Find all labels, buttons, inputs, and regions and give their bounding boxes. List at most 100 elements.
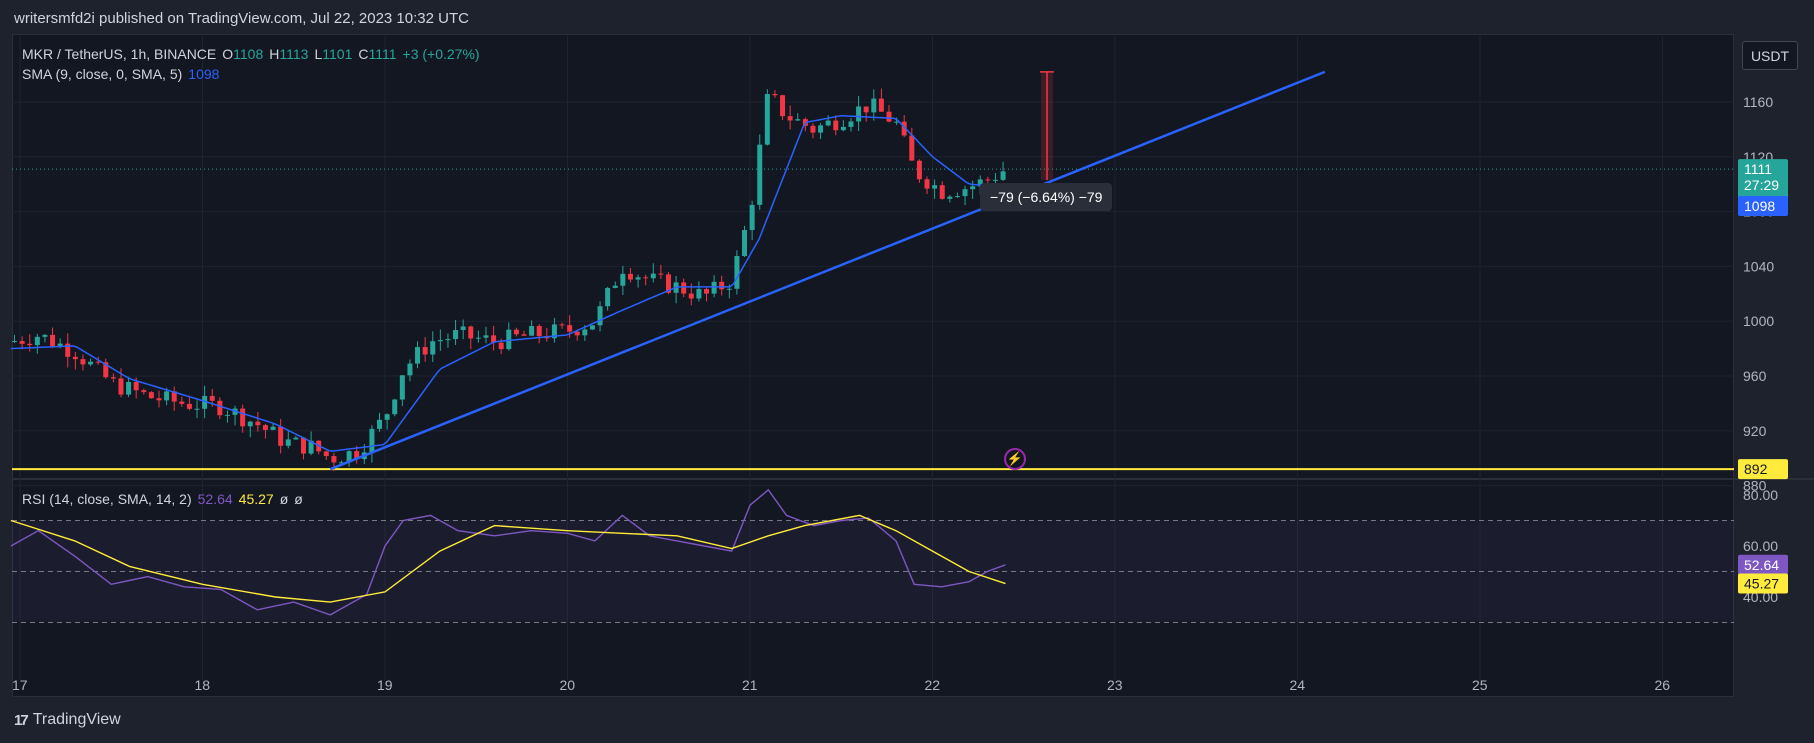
candle-body bbox=[202, 395, 208, 409]
change-value: +3 (+0.27%) bbox=[402, 46, 480, 62]
candle-body bbox=[567, 325, 573, 332]
candle-body bbox=[80, 359, 86, 365]
currency-button[interactable]: USDT bbox=[1742, 41, 1798, 70]
chart-area[interactable] bbox=[12, 34, 1734, 697]
candle-body bbox=[19, 341, 25, 344]
sma-legend[interactable]: SMA (9, close, 0, SMA, 5) 1098 bbox=[22, 66, 225, 82]
candle-body bbox=[954, 196, 960, 198]
candle-body bbox=[392, 399, 398, 415]
candle-body bbox=[810, 125, 816, 133]
flash-icon[interactable]: ⚡ bbox=[1004, 448, 1026, 470]
rsi-sma-badge-bg bbox=[1738, 573, 1788, 594]
symbol-legend[interactable]: MKR / TetherUS, 1h, BINANCE O1108 H1113 L11… bbox=[22, 46, 486, 62]
trendline bbox=[329, 70, 1326, 471]
candle-body bbox=[95, 361, 101, 363]
candle-body bbox=[354, 451, 360, 460]
candle-body bbox=[536, 326, 542, 337]
open-label: O bbox=[222, 46, 234, 62]
candle-body bbox=[878, 98, 884, 112]
candle-body bbox=[468, 326, 474, 339]
candle-body bbox=[977, 179, 983, 187]
candle-body bbox=[521, 334, 527, 336]
candle-body bbox=[916, 160, 922, 180]
candle-body bbox=[262, 425, 268, 430]
candle-body bbox=[27, 343, 33, 346]
candle-body bbox=[962, 189, 968, 197]
price-axis-tick-label: 880 bbox=[1743, 478, 1767, 494]
candle-body bbox=[764, 93, 770, 145]
candle-body bbox=[483, 335, 489, 338]
candle-body bbox=[513, 329, 519, 335]
rsi-value-badge-text: 52.64 bbox=[1744, 557, 1779, 573]
rsi-na-1: ø bbox=[279, 491, 289, 507]
candle-body bbox=[970, 186, 976, 190]
x-axis-tick-label: 21 bbox=[742, 677, 758, 693]
candle-body bbox=[650, 273, 656, 279]
candle-body bbox=[133, 381, 139, 391]
measure-label: −79 (−6.64%) −79 bbox=[980, 183, 1113, 211]
rsi-na-2: ø bbox=[294, 491, 303, 507]
candle-body bbox=[323, 451, 329, 457]
candle-body bbox=[224, 414, 230, 416]
candle-body bbox=[103, 362, 109, 378]
candle-body bbox=[856, 106, 862, 122]
rsi-legend[interactable]: RSI (14, close, SMA, 14, 2) 52.64 45.27 ø ø bbox=[22, 491, 309, 507]
candle-body bbox=[194, 408, 200, 410]
high-value: 1113 bbox=[279, 46, 309, 62]
candle-body bbox=[285, 439, 291, 446]
x-axis-tick-label: 22 bbox=[925, 677, 941, 693]
open-value: 1108 bbox=[233, 46, 264, 62]
candle-body bbox=[491, 335, 497, 343]
candle-body bbox=[88, 361, 94, 365]
candle-body bbox=[688, 293, 694, 299]
candle-body bbox=[498, 342, 504, 350]
price-axis-tick-label: 960 bbox=[1743, 368, 1767, 384]
last-price-badge-text: 1111 bbox=[1744, 161, 1772, 177]
rsi-label: RSI (14, close, SMA, 14, 2) bbox=[22, 491, 192, 507]
candle-body bbox=[179, 401, 185, 404]
candle-body bbox=[126, 381, 132, 395]
sma-price-badge: 1098 bbox=[1738, 195, 1788, 216]
candle-body bbox=[795, 119, 801, 121]
footer-brand[interactable]: 17 TradingView bbox=[14, 711, 121, 729]
candle-body bbox=[612, 285, 618, 288]
candle-body bbox=[415, 347, 421, 364]
candle-body bbox=[148, 392, 154, 399]
x-axis-tick-label: 17 bbox=[12, 677, 28, 693]
candle-body bbox=[34, 336, 40, 346]
candle-body bbox=[1000, 171, 1006, 180]
candle-body bbox=[506, 329, 512, 350]
candle-body bbox=[65, 343, 71, 357]
close-value: 1111 bbox=[368, 46, 397, 62]
price-axis-tick-label: 1160 bbox=[1743, 94, 1773, 110]
candle-body bbox=[453, 329, 459, 340]
candle-body bbox=[399, 375, 405, 400]
candle-body bbox=[346, 451, 352, 463]
last-price-badge-bg bbox=[1738, 159, 1788, 200]
candle-body bbox=[57, 343, 63, 347]
candle-body bbox=[384, 414, 390, 420]
low-value: 1101 bbox=[322, 46, 353, 62]
candle-body bbox=[734, 256, 740, 289]
candle-body bbox=[909, 135, 915, 161]
candle-body bbox=[171, 391, 177, 402]
candle-body bbox=[658, 273, 664, 275]
x-axis-tick-label: 24 bbox=[1290, 677, 1306, 693]
candle-body bbox=[780, 95, 786, 117]
x-axis-tick-label: 20 bbox=[560, 677, 576, 693]
support-price-badge-text: 892 bbox=[1744, 461, 1768, 477]
candle-body bbox=[300, 437, 306, 454]
rsi-axis-tick-label: 60.00 bbox=[1743, 538, 1778, 554]
tradingview-logo-icon: 17 bbox=[14, 711, 29, 729]
candle-body bbox=[255, 421, 261, 426]
sma-price-badge-text: 1098 bbox=[1744, 198, 1775, 214]
candle-body bbox=[932, 185, 938, 189]
candle-body bbox=[12, 341, 18, 343]
symbol-label[interactable]: MKR / TetherUS, 1h, BINANCE bbox=[22, 46, 217, 62]
candle-body bbox=[559, 324, 565, 326]
candle-body bbox=[627, 273, 633, 280]
candle-body bbox=[985, 179, 991, 181]
sma-price-badge-bg bbox=[1738, 195, 1788, 216]
candle-body bbox=[50, 334, 56, 347]
